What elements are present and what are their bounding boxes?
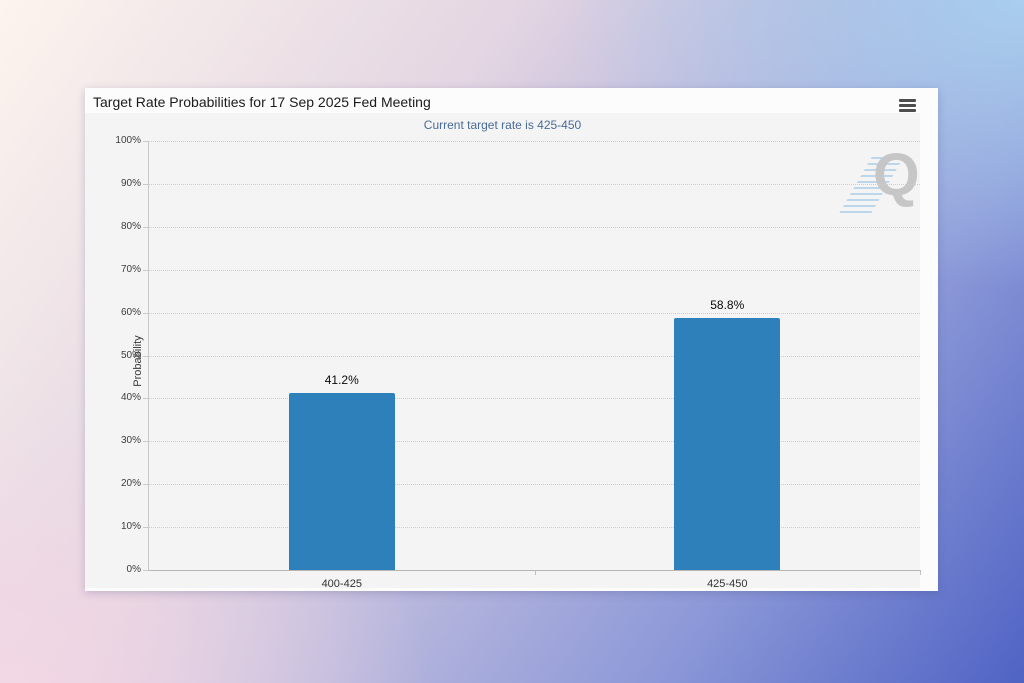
y-axis-tick-label: 70%: [120, 263, 141, 275]
y-axis-tick-label: 90%: [120, 177, 141, 189]
y-axis-tick-label: 10%: [120, 521, 141, 533]
y-axis-tick-label: 60%: [120, 306, 141, 318]
chart-subtitle: Current target rate is 425-450: [423, 118, 582, 132]
y-axis-tick: [143, 355, 149, 357]
y-axis-tick: [143, 398, 149, 400]
gridline: [149, 183, 920, 185]
hamburger-bar: [899, 99, 916, 102]
x-axis-category-label: 400-425: [321, 578, 362, 590]
y-axis-tick-label: 100%: [115, 135, 141, 146]
hamburger-bar: [899, 109, 916, 112]
gridline: [149, 484, 920, 486]
plot-area: Q 0% 10% 20% 30% 40% 50% 60% 70% 80% 90% 100% 41.2%…: [115, 136, 921, 590]
bar-value-label: 41.2%: [324, 373, 359, 388]
y-axis-tick: [143, 484, 149, 486]
y-axis-tick-label: 0%: [126, 564, 141, 575]
gridline: [149, 441, 920, 443]
x-axis-tick: [534, 570, 536, 575]
bar-value-label: 58.8%: [710, 297, 745, 312]
chart-title: Target Rate Probabilities for 17 Sep 202…: [93, 94, 431, 110]
y-axis-tick-label: 50%: [120, 349, 141, 361]
y-axis-tick: [143, 226, 149, 228]
gridline: [149, 269, 920, 271]
hamburger-menu-icon[interactable]: [899, 99, 916, 112]
chart-card: Target Rate Probabilities for 17 Sep 202…: [85, 88, 938, 591]
x-axis-tick: [920, 570, 921, 575]
y-axis-tick-label: 30%: [120, 435, 141, 447]
y-axis-tick-label: 80%: [120, 220, 141, 232]
chart-area: Current target rate is 425-450 Probabili…: [85, 113, 921, 590]
y-axis-tick-label: 40%: [120, 392, 141, 404]
y-axis-tick-label: 20%: [120, 478, 141, 490]
hamburger-bar: [899, 104, 916, 107]
gridline: [149, 226, 920, 228]
y-axis-tick: [143, 441, 149, 443]
quikstrike-watermark: Q: [838, 141, 944, 222]
bar-425-450[interactable]: [674, 317, 781, 570]
watermark-q-letter: Q: [873, 141, 920, 208]
y-axis-tick: [143, 183, 149, 185]
gridline: [149, 312, 920, 314]
y-axis-tick: [143, 570, 149, 571]
bar-400-425[interactable]: [288, 393, 395, 570]
y-axis-tick: [143, 312, 149, 314]
gridline: [149, 355, 920, 357]
y-axis-tick: [143, 141, 149, 142]
gridline: [149, 398, 920, 400]
gridline: [149, 141, 920, 142]
y-axis-tick: [143, 527, 149, 529]
x-axis-category-label: 425-450: [707, 578, 748, 590]
gridline: [149, 527, 920, 529]
y-axis-tick: [143, 269, 149, 271]
